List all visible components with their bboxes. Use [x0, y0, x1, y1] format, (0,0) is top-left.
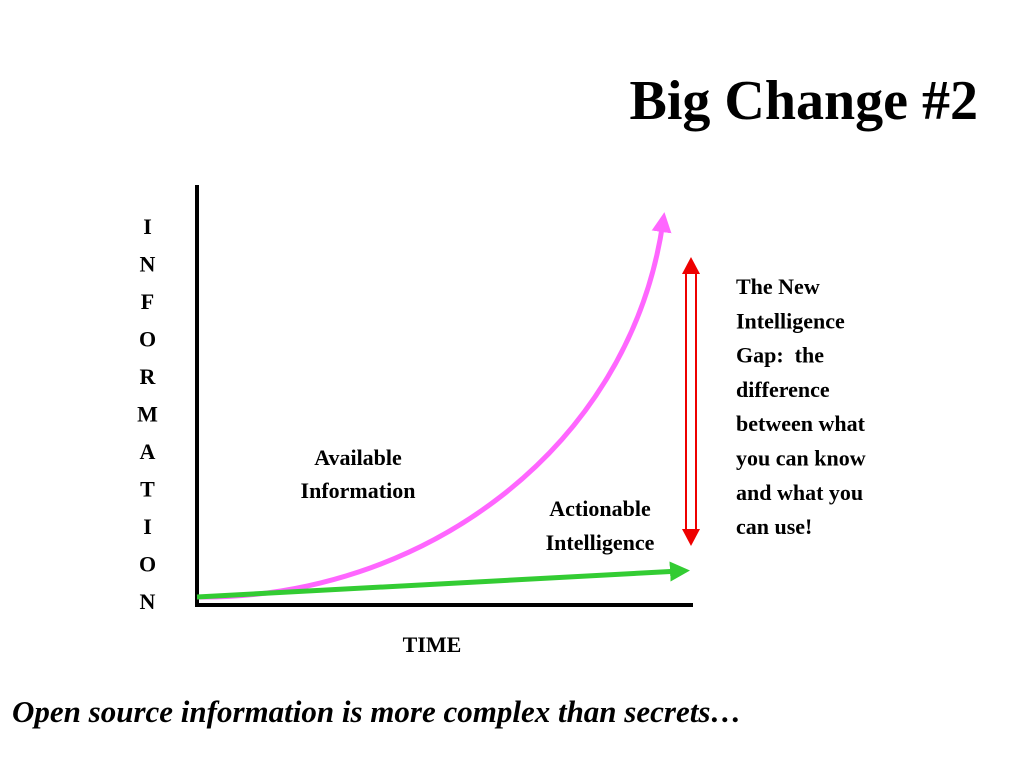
gap-annotation-line: you can know	[736, 446, 866, 471]
y-axis-label: INFORMATION	[135, 214, 160, 627]
actionable-intelligence-line	[196, 561, 690, 600]
gap-annotation-line: can use!	[736, 514, 812, 539]
curve-label: Available	[314, 445, 402, 470]
title: Big Change #2	[630, 70, 979, 132]
gap-annotation: The New Intelligence Gap: the difference bet…	[736, 274, 866, 539]
curve-label: Intelligence	[546, 530, 655, 555]
gap-annotation-line: Gap: the	[736, 343, 824, 368]
gap-arrow	[682, 257, 700, 546]
curve-label: Information	[301, 478, 416, 503]
gap-annotation-line: The New	[736, 274, 820, 299]
gap-annotation-line: Intelligence	[736, 308, 845, 333]
gap-annotation-line: between what	[736, 411, 866, 436]
curve-label: Actionable	[549, 496, 651, 521]
available-information-curve	[196, 212, 672, 600]
gap-annotation-line: difference	[736, 377, 830, 402]
x-axis-label: TIME	[403, 632, 462, 657]
gap-annotation-line: and what you	[736, 480, 863, 505]
footer: Open source information is more complex …	[12, 694, 741, 729]
